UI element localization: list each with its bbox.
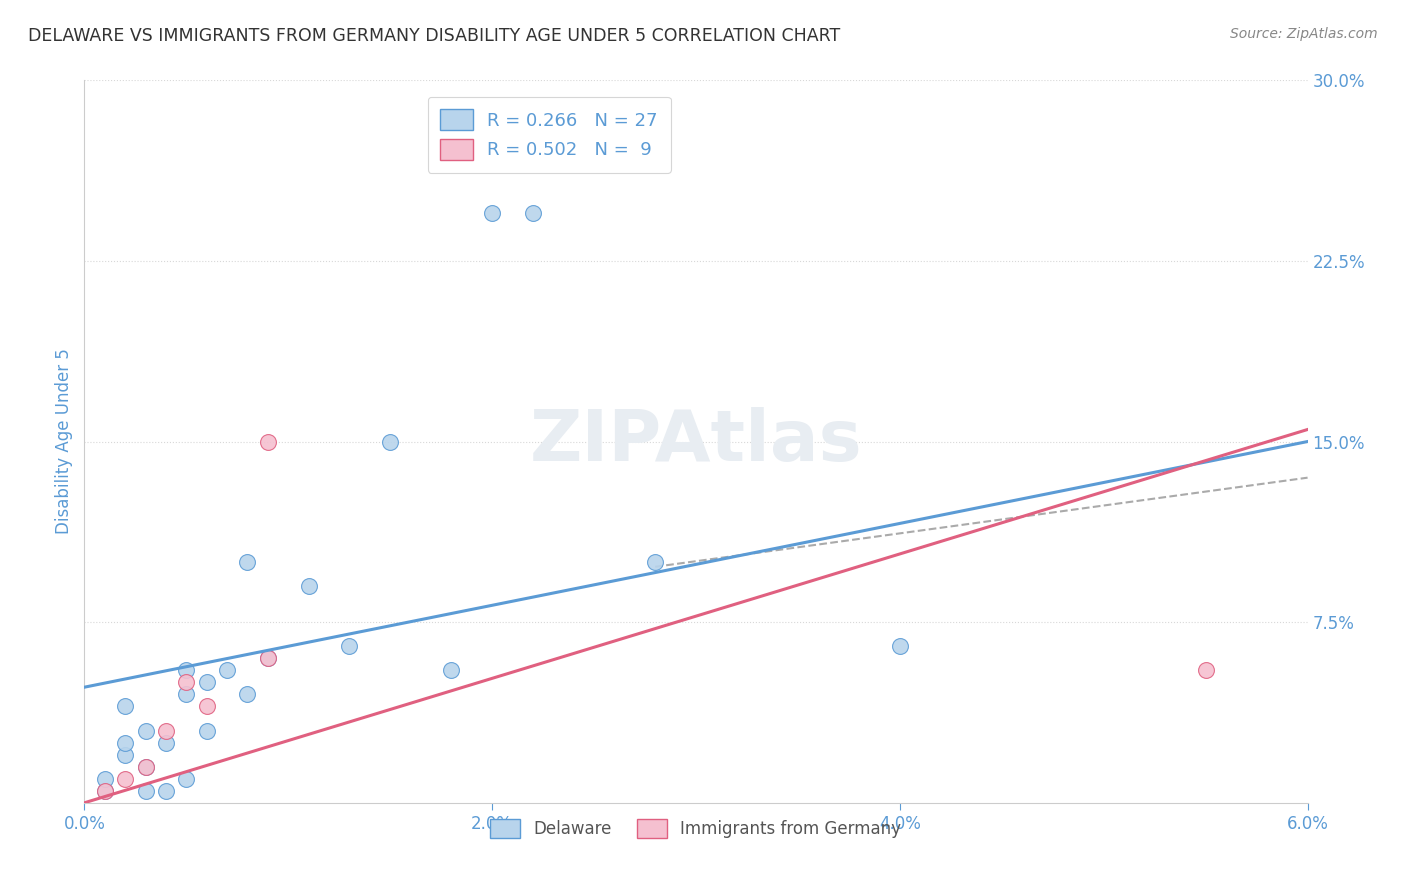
Point — [644, 555, 666, 569]
Point — [380, 434, 402, 449]
Point — [257, 651, 280, 665]
Point — [257, 651, 280, 665]
Point — [195, 723, 218, 738]
Point — [135, 760, 157, 774]
Y-axis label: Disability Age Under 5: Disability Age Under 5 — [55, 349, 73, 534]
Point — [114, 747, 136, 762]
Point — [176, 772, 198, 786]
Point — [155, 735, 177, 749]
Point — [236, 555, 259, 569]
Text: Source: ZipAtlas.com: Source: ZipAtlas.com — [1230, 27, 1378, 41]
Point — [339, 639, 361, 653]
Point — [257, 434, 280, 449]
Point — [93, 784, 117, 798]
Point — [298, 579, 321, 593]
Point — [114, 735, 136, 749]
Text: DELAWARE VS IMMIGRANTS FROM GERMANY DISABILITY AGE UNDER 5 CORRELATION CHART: DELAWARE VS IMMIGRANTS FROM GERMANY DISA… — [28, 27, 841, 45]
Legend: Delaware, Immigrants from Germany: Delaware, Immigrants from Germany — [484, 813, 908, 845]
Point — [195, 675, 218, 690]
Point — [176, 675, 198, 690]
Point — [93, 772, 117, 786]
Text: ZIPAtlas: ZIPAtlas — [530, 407, 862, 476]
Point — [135, 723, 157, 738]
Point — [114, 772, 136, 786]
Point — [114, 699, 136, 714]
Point — [217, 664, 239, 678]
Point — [236, 687, 259, 701]
Point — [522, 205, 544, 219]
Point — [135, 760, 157, 774]
Point — [440, 664, 463, 678]
Point — [155, 723, 177, 738]
Point — [176, 687, 198, 701]
Point — [176, 664, 198, 678]
Point — [135, 784, 157, 798]
Point — [481, 205, 503, 219]
Point — [93, 784, 117, 798]
Point — [195, 699, 218, 714]
Point — [1195, 664, 1218, 678]
Point — [889, 639, 911, 653]
Point — [155, 784, 177, 798]
